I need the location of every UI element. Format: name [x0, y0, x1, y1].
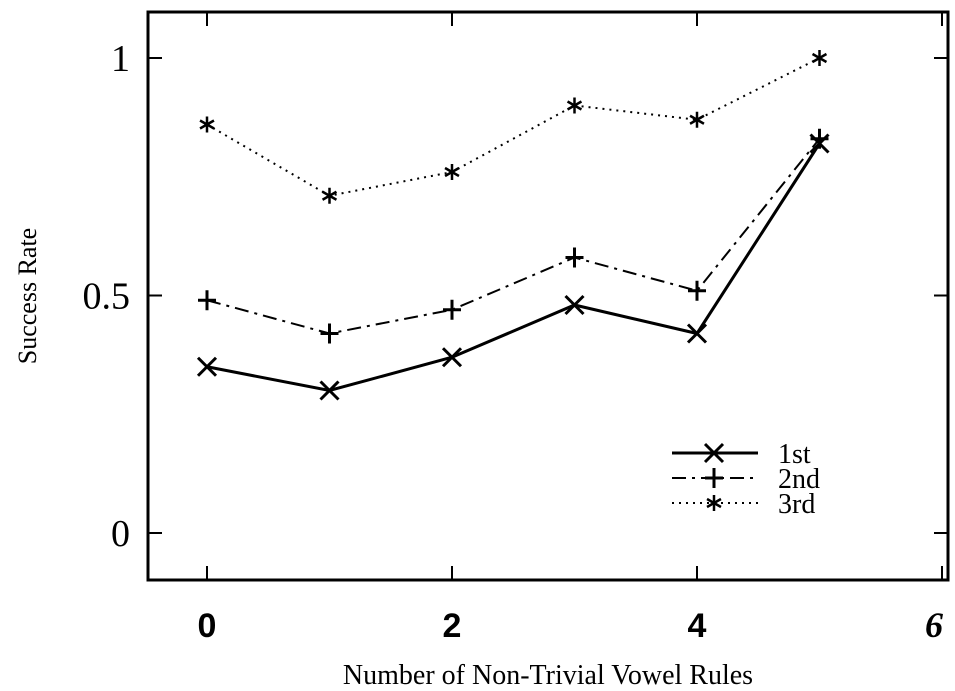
data-point-1st: [319, 380, 340, 401]
data-point-1st: [196, 356, 218, 377]
data-point-3rd: [444, 164, 460, 180]
data-point-2nd: [198, 290, 216, 311]
plot-frame: [146, 10, 950, 582]
data-point-2nd: [688, 280, 706, 301]
data-point-1st: [686, 323, 708, 344]
legend-marker-1st: [703, 442, 725, 464]
y-tick-label: 1: [111, 38, 130, 80]
x-tick-label: 4: [688, 607, 707, 645]
data-point-2nd: [810, 128, 829, 149]
data-point-3rd: [689, 111, 705, 128]
data-point-3rd: [811, 50, 828, 66]
x-tick-label: 2: [443, 607, 462, 645]
legend-marker-2nd: [705, 468, 723, 488]
legend-label: 1st: [778, 439, 811, 470]
axis-ticks: 0 0.5 1 0 2 4 6: [83, 12, 948, 645]
x-axis-label: Number of Non-Trivial Vowel Rules: [343, 660, 753, 691]
data-point-2nd: [443, 299, 461, 320]
data-point-3rd: [321, 187, 338, 204]
series-line-2nd: [206, 138, 821, 335]
y-tick-label: 0.5: [83, 276, 131, 318]
data-point-1st: [564, 294, 585, 316]
data-point-1st: [441, 347, 463, 368]
data-point-3rd: [199, 116, 215, 133]
data-point-3rd: [566, 97, 583, 114]
series-line-1st: [206, 142, 821, 393]
data-point-2nd: [320, 323, 339, 344]
legend-label: 2nd: [778, 464, 820, 495]
data-point-2nd: [565, 247, 584, 268]
legend-label: 3rd: [778, 489, 815, 520]
x-tick-label: 0: [198, 607, 217, 645]
legend-marker-3rd: [706, 495, 722, 511]
x-tick-label: 6: [925, 605, 943, 645]
series-layer: [196, 50, 830, 401]
y-tick-label: 0: [111, 513, 130, 555]
y-axis-label: Success Rate: [13, 228, 42, 364]
series-line-3rd: [206, 57, 820, 197]
